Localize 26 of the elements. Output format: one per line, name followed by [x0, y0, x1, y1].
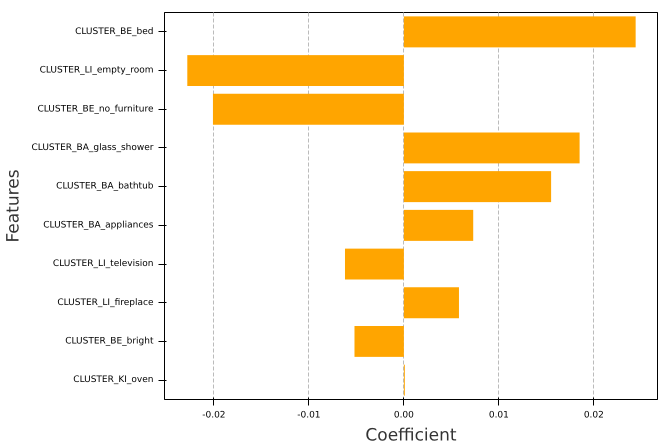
x-tick-label: -0.01: [297, 410, 321, 420]
y-axis-title: Features: [3, 169, 24, 243]
bar: [404, 132, 580, 164]
bar: [344, 248, 404, 280]
bar: [404, 171, 552, 202]
x-tick-label: 0.01: [488, 410, 509, 420]
y-tick-label: CLUSTER_BA_bathtub: [56, 182, 154, 192]
x-tick-label: 0.00: [394, 410, 414, 420]
y-tick-label: CLUSTER_BA_glass_shower: [31, 142, 154, 153]
y-tick-label: CLUSTER_LI_empty_room: [40, 66, 154, 76]
x-tick-label: -0.02: [202, 410, 226, 420]
y-tick-label: CLUSTER_KI_oven: [73, 375, 154, 386]
y-tick-label: CLUSTER_BE_bright: [65, 336, 154, 346]
x-tick-label: 0.02: [584, 410, 604, 420]
y-tick-label: CLUSTER_BE_bed: [75, 26, 154, 37]
y-tick-label: CLUSTER_BE_no_furniture: [37, 104, 154, 114]
bar: [404, 210, 474, 241]
y-tick-label: CLUSTER_LI_television: [52, 259, 154, 270]
bar: [187, 55, 404, 86]
bar: [354, 326, 404, 357]
y-tick-label: CLUSTER_BA_appliances: [43, 220, 154, 230]
x-axis-title: Coefficient: [365, 426, 457, 446]
bar: [212, 94, 404, 125]
bar: [404, 287, 459, 318]
y-tick-label: CLUSTER_LI_fireplace: [57, 298, 154, 308]
bar: [404, 16, 636, 48]
